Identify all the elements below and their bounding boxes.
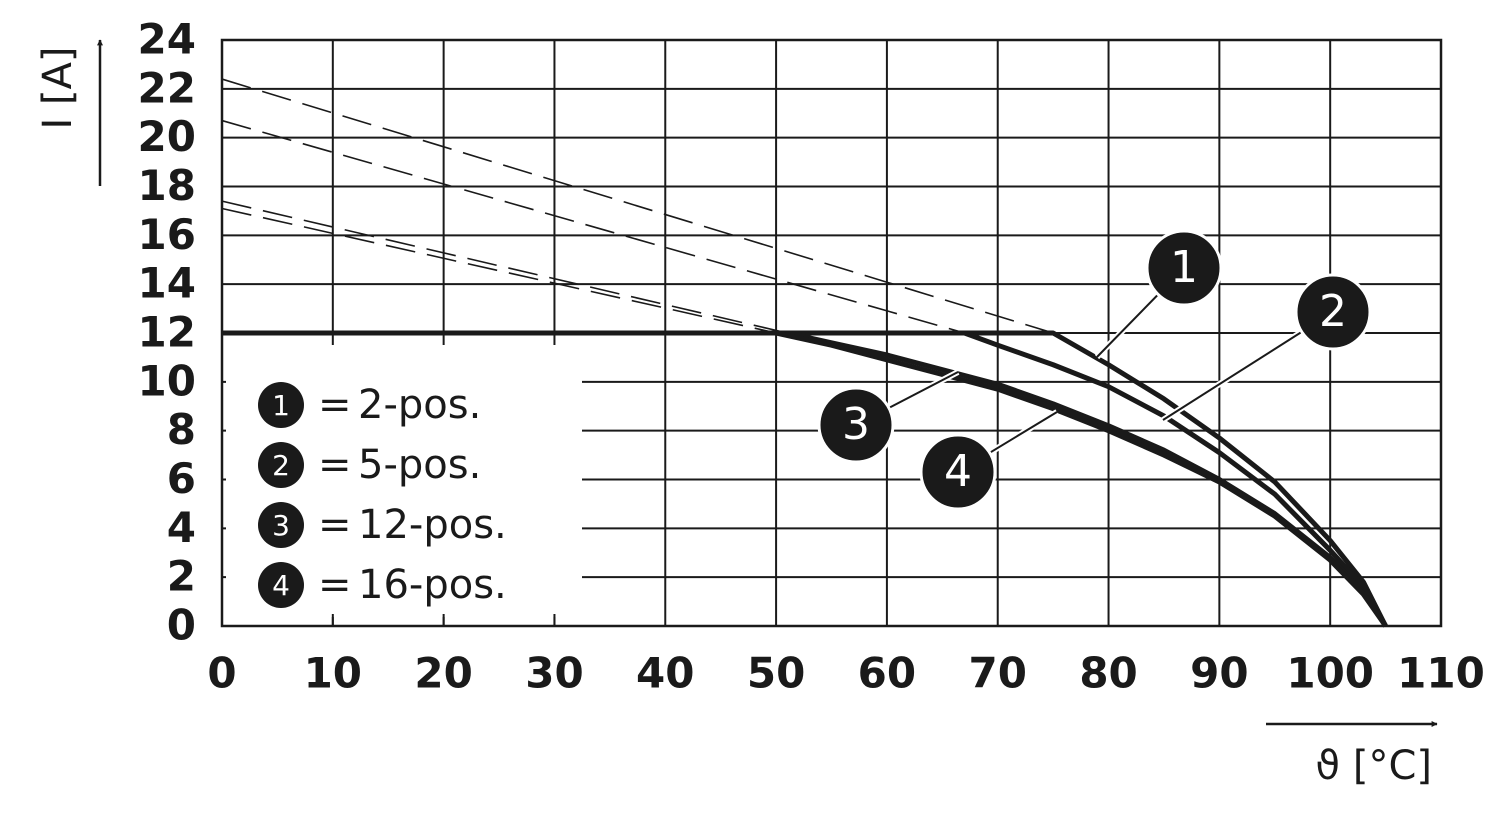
legend-marker-label: 3: [272, 509, 290, 542]
callout-marker: [1145, 229, 1223, 307]
legend-separator: =: [318, 442, 352, 488]
derating-line: [222, 330, 1388, 628]
legend-label: 12-pos.: [358, 502, 507, 548]
legend-separator: =: [318, 562, 352, 608]
callout-label: 2: [1319, 286, 1347, 337]
y-tick-label: 12: [138, 308, 196, 357]
y-tick-label: 0: [167, 601, 196, 650]
y-tick-label: 4: [167, 503, 196, 552]
y-tick-label: 6: [167, 454, 196, 503]
callout-marker: [919, 433, 997, 511]
legend-label: 5-pos.: [358, 442, 481, 488]
legend-marker-label: 1: [272, 389, 290, 422]
legend: 1 = 2-pos.2 = 5-pos.3 = 12-pos.4 = 16-pos.: [258, 382, 507, 608]
legend-marker: [258, 502, 304, 548]
legend-separator: =: [318, 382, 352, 428]
x-tick-label: 10: [304, 649, 362, 698]
x-tick-label: 40: [636, 649, 694, 698]
legend-label: 16-pos.: [358, 562, 507, 608]
x-tick-label: 60: [858, 649, 916, 698]
y-tick-label: 20: [138, 112, 196, 161]
callouts: 1 2 3 4: [817, 229, 1372, 511]
legend-marker-label: 2: [272, 449, 290, 482]
limit-line: [221, 207, 777, 334]
x-axis-label: ϑ [°C]: [1315, 743, 1432, 789]
limit-line: [221, 119, 965, 334]
x-tick-label: 30: [525, 649, 583, 698]
callout-label: 3: [842, 399, 870, 450]
legend-separator: =: [318, 502, 352, 548]
x-tick-label: 110: [1397, 649, 1485, 698]
x-tick-label: 20: [414, 649, 472, 698]
legend-marker: [258, 382, 304, 428]
callout-marker: [817, 386, 895, 464]
legend-marker-label: 4: [272, 569, 290, 602]
y-tick-label: 2: [167, 552, 196, 601]
legend-marker: [258, 562, 304, 608]
legend-label: 2-pos.: [358, 382, 481, 428]
x-tick-label: 90: [1190, 649, 1248, 698]
limit-line: [221, 200, 788, 334]
y-tick-label: 10: [138, 356, 196, 405]
y-axis-label: I [A]: [35, 46, 81, 129]
legend-marker: [258, 442, 304, 488]
y-tick-label: 22: [138, 63, 196, 112]
y-tick-label: 14: [138, 259, 196, 308]
callout-marker: [1294, 273, 1372, 351]
limit-line: [221, 78, 1054, 334]
x-tick-label: 70: [969, 649, 1027, 698]
callout-label: 1: [1170, 242, 1198, 293]
y-tick-label: 18: [138, 161, 196, 210]
y-tick-label: 8: [167, 405, 196, 454]
x-tick-label: 80: [1079, 649, 1137, 698]
callout-label: 4: [944, 446, 972, 497]
x-tick-label: 50: [747, 649, 805, 698]
x-tick-label: 100: [1286, 649, 1374, 698]
x-tick-label: 0: [207, 649, 236, 698]
derating-line: [222, 330, 1388, 628]
y-tick-label: 16: [138, 210, 196, 259]
y-tick-label: 24: [138, 15, 196, 64]
